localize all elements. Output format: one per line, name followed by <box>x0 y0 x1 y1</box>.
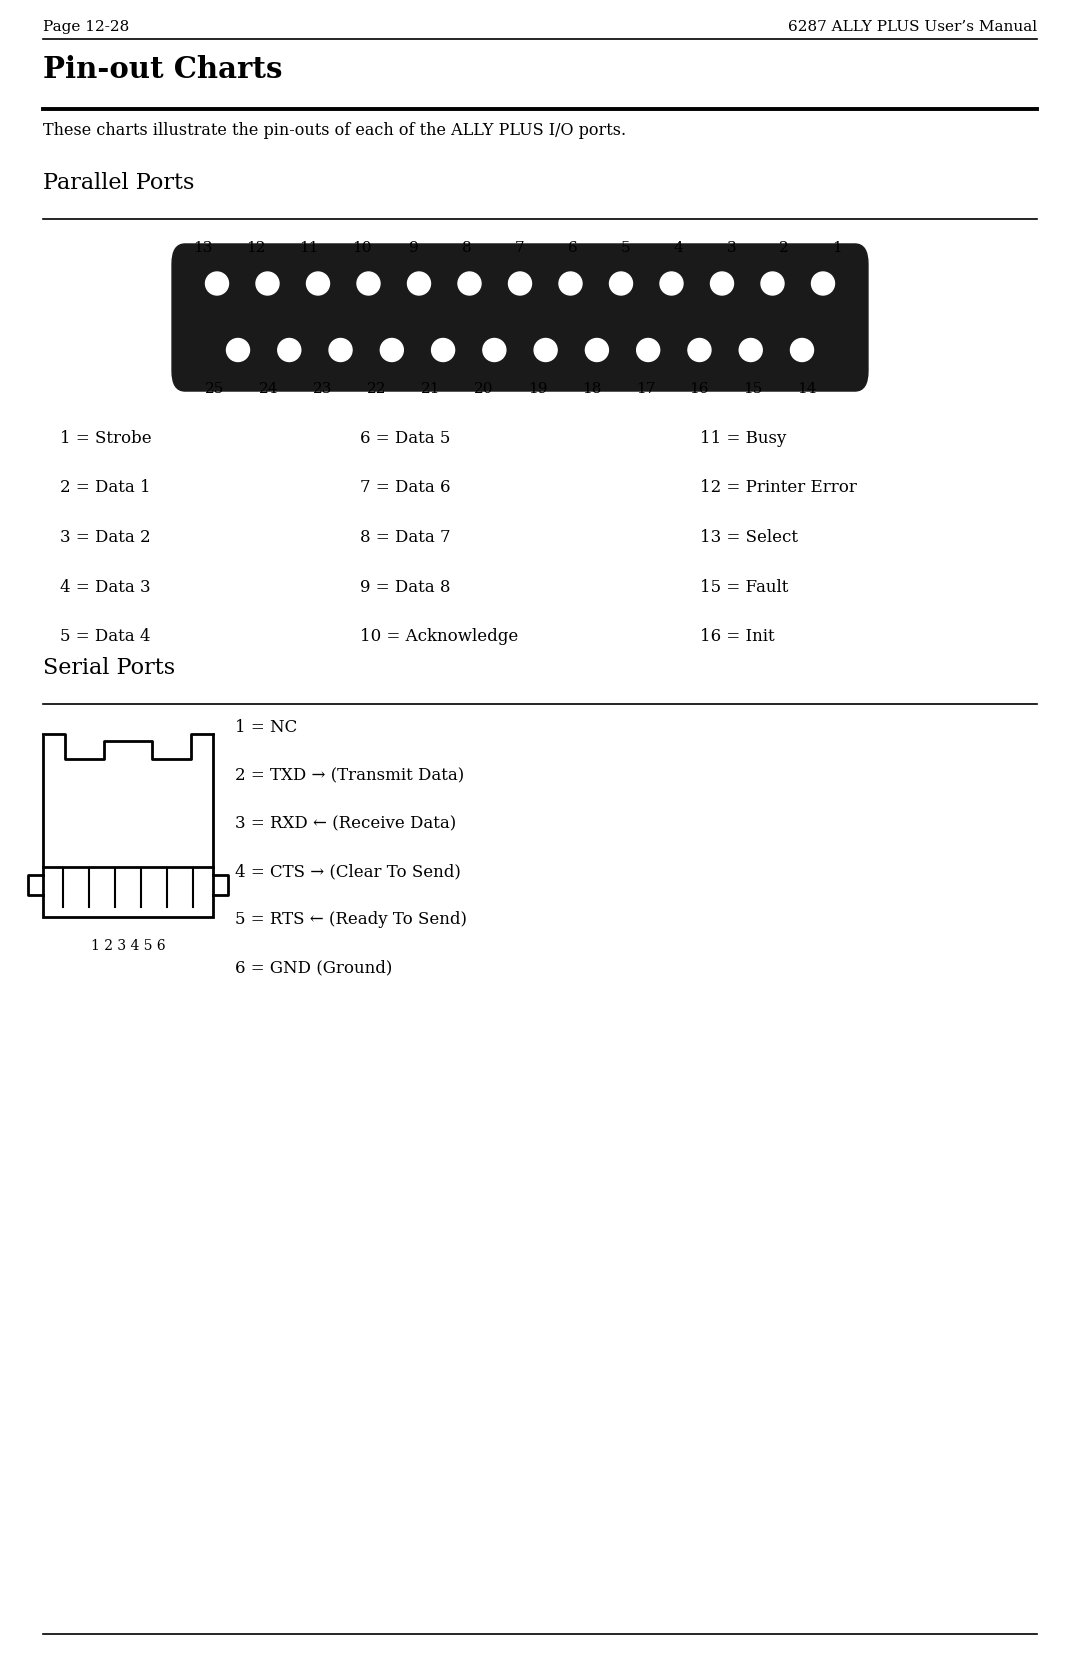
Text: 5: 5 <box>621 240 631 255</box>
Text: 2 = TXD → (Transmit Data): 2 = TXD → (Transmit Data) <box>235 768 464 784</box>
Ellipse shape <box>407 272 431 295</box>
Ellipse shape <box>227 339 249 362</box>
Bar <box>44 733 212 736</box>
Text: 4: 4 <box>674 240 684 255</box>
Ellipse shape <box>711 272 733 295</box>
Text: 17: 17 <box>636 382 656 396</box>
Text: 1: 1 <box>832 240 842 255</box>
Text: 16: 16 <box>690 382 710 396</box>
Ellipse shape <box>761 272 784 295</box>
Text: 4 = CTS → (Clear To Send): 4 = CTS → (Clear To Send) <box>235 863 461 880</box>
Text: 3: 3 <box>727 240 737 255</box>
Ellipse shape <box>509 272 531 295</box>
Text: 1 2 3 4 5 6: 1 2 3 4 5 6 <box>91 940 165 953</box>
Ellipse shape <box>811 272 835 295</box>
Text: 24: 24 <box>259 382 279 396</box>
Text: 12 = Printer Error: 12 = Printer Error <box>700 479 856 496</box>
Text: 9: 9 <box>409 240 419 255</box>
Ellipse shape <box>432 339 455 362</box>
Text: 12: 12 <box>246 240 266 255</box>
Ellipse shape <box>791 339 813 362</box>
Text: Pin-out Charts: Pin-out Charts <box>43 55 283 83</box>
Text: 6287 ALLY PLUS User’s Manual: 6287 ALLY PLUS User’s Manual <box>788 20 1037 33</box>
Text: Serial Ports: Serial Ports <box>43 658 175 679</box>
Ellipse shape <box>483 339 505 362</box>
Text: 4 = Data 3: 4 = Data 3 <box>60 579 150 596</box>
Bar <box>43 729 213 734</box>
Ellipse shape <box>660 272 683 295</box>
Text: 16 = Init: 16 = Init <box>700 628 774 644</box>
Text: 11: 11 <box>299 240 319 255</box>
Ellipse shape <box>585 339 608 362</box>
Ellipse shape <box>688 339 711 362</box>
Ellipse shape <box>559 272 582 295</box>
Text: 18: 18 <box>582 382 602 396</box>
Text: 3 = RXD ← (Receive Data): 3 = RXD ← (Receive Data) <box>235 814 456 833</box>
Text: 5 = Data 4: 5 = Data 4 <box>60 628 150 644</box>
Ellipse shape <box>205 272 229 295</box>
Ellipse shape <box>357 272 380 295</box>
Text: 11 = Busy: 11 = Busy <box>700 431 786 447</box>
Text: 10: 10 <box>352 240 372 255</box>
Bar <box>43 734 213 916</box>
Text: 5 = RTS ← (Ready To Send): 5 = RTS ← (Ready To Send) <box>235 911 467 928</box>
Text: 3 = Data 2: 3 = Data 2 <box>60 529 150 546</box>
Text: 8 = Data 7: 8 = Data 7 <box>360 529 450 546</box>
Text: 7: 7 <box>515 240 525 255</box>
Ellipse shape <box>307 272 329 295</box>
Text: 13: 13 <box>193 240 213 255</box>
Text: 25: 25 <box>205 382 225 396</box>
Ellipse shape <box>535 339 557 362</box>
Ellipse shape <box>609 272 633 295</box>
Text: 9 = Data 8: 9 = Data 8 <box>360 579 450 596</box>
Text: 22: 22 <box>367 382 387 396</box>
Text: 8: 8 <box>462 240 472 255</box>
Text: 14: 14 <box>797 382 816 396</box>
Ellipse shape <box>256 272 279 295</box>
Text: 15 = Fault: 15 = Fault <box>700 579 788 596</box>
Ellipse shape <box>739 339 762 362</box>
Text: Parallel Ports: Parallel Ports <box>43 172 194 194</box>
Text: 20: 20 <box>474 382 494 396</box>
Text: 15: 15 <box>743 382 762 396</box>
Text: 2 = Data 1: 2 = Data 1 <box>60 479 150 496</box>
Ellipse shape <box>637 339 660 362</box>
FancyBboxPatch shape <box>172 244 868 391</box>
Text: 2: 2 <box>780 240 789 255</box>
Text: 21: 21 <box>420 382 440 396</box>
Text: 23: 23 <box>313 382 333 396</box>
Text: 6 = GND (Ground): 6 = GND (Ground) <box>235 960 392 976</box>
Text: Page 12-28: Page 12-28 <box>43 20 130 33</box>
Text: 7 = Data 6: 7 = Data 6 <box>360 479 450 496</box>
Text: 1 = Strobe: 1 = Strobe <box>60 431 151 447</box>
Text: 6 = Data 5: 6 = Data 5 <box>360 431 450 447</box>
Text: 6: 6 <box>568 240 578 255</box>
Text: 10 = Acknowledge: 10 = Acknowledge <box>360 628 518 644</box>
Ellipse shape <box>329 339 352 362</box>
Ellipse shape <box>380 339 403 362</box>
Text: 1 = NC: 1 = NC <box>235 719 297 736</box>
Text: These charts illustrate the pin-outs of each of the ALLY PLUS I/O ports.: These charts illustrate the pin-outs of … <box>43 122 626 139</box>
Ellipse shape <box>458 272 481 295</box>
Text: 19: 19 <box>528 382 548 396</box>
Text: 13 = Select: 13 = Select <box>700 529 798 546</box>
Ellipse shape <box>278 339 300 362</box>
